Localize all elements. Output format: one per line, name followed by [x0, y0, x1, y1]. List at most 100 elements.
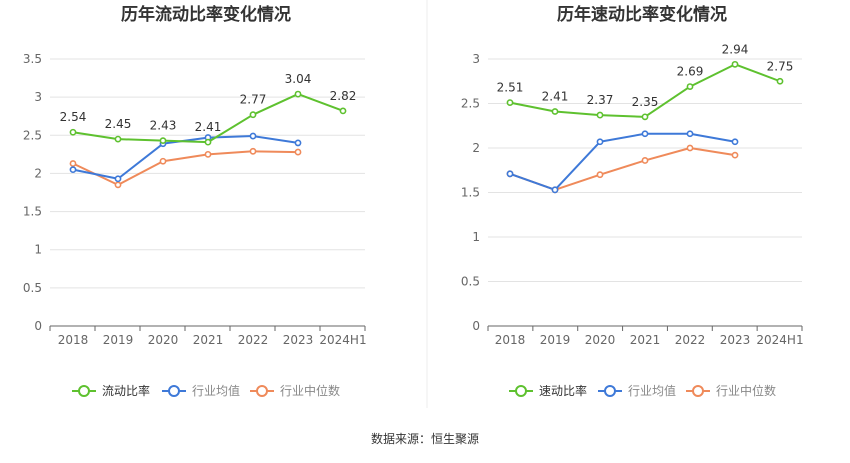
x-tick-label: 2021 — [630, 333, 661, 347]
data-point — [506, 170, 514, 178]
y-tick-label: 3 — [34, 90, 42, 104]
legend-marker-icon — [256, 385, 268, 397]
y-tick-label: 2.5 — [23, 128, 42, 142]
legend-item: 行业中位数 — [250, 383, 340, 398]
x-tick-label: 2024H1 — [319, 333, 366, 347]
legend-item: 流动比率 — [72, 383, 150, 398]
data-point — [204, 150, 212, 158]
y-tick-label: 0.5 — [461, 275, 480, 289]
legend-marker-icon — [692, 385, 704, 397]
x-tick-label: 2019 — [540, 333, 571, 347]
x-tick-label: 2021 — [193, 333, 224, 347]
data-point — [686, 130, 694, 138]
data-point — [159, 137, 167, 145]
x-tick-label: 2018 — [58, 333, 89, 347]
x-tick-label: 2020 — [148, 333, 179, 347]
data-point — [249, 147, 257, 155]
chart-panel-quick-ratio: 历年速动比率变化情况 0 0.5 1 1.5 2 2.5 3 2018 2019 2020 2021 2… — [461, 4, 804, 398]
data-label: 2.37 — [587, 93, 614, 107]
data-label: 2.94 — [722, 42, 749, 56]
chart-panel-current-ratio: 历年流动比率变化情况 0 0.5 1 1.5 2 2.5 3 3.5 2018 2019 2020 20… — [23, 4, 367, 398]
legend-marker-icon — [515, 385, 527, 397]
series-line — [509, 147, 736, 191]
series-primary: 2.54 2.45 2.43 2.41 2.77 3.04 2.82 — [60, 72, 357, 146]
legend-item: 速动比率 — [509, 383, 587, 398]
y-tick-label: 2 — [34, 166, 42, 180]
data-point — [159, 157, 167, 165]
data-point — [776, 77, 784, 85]
data-point — [596, 138, 604, 146]
legend-label: 行业均值 — [192, 383, 240, 398]
data-point — [339, 107, 347, 115]
legend-label: 流动比率 — [102, 383, 150, 398]
legend-label: 行业中位数 — [280, 383, 340, 398]
y-tick-label: 0 — [34, 319, 42, 333]
legend-label: 行业均值 — [628, 383, 676, 398]
data-label: 2.82 — [330, 89, 357, 103]
y-tick-label: 1 — [472, 230, 480, 244]
data-label: 2.77 — [240, 93, 267, 107]
legend-item: 行业均值 — [162, 383, 240, 398]
y-tick-label: 2 — [472, 141, 480, 155]
data-label: 2.54 — [60, 110, 87, 124]
x-tick-label: 2022 — [238, 333, 269, 347]
legend-marker-icon — [168, 385, 180, 397]
data-point — [69, 160, 77, 167]
series-line — [72, 150, 299, 186]
y-tick-label: 1 — [34, 243, 42, 257]
x-tick-label: 2018 — [495, 333, 526, 347]
data-point — [114, 175, 122, 183]
data-point — [294, 90, 302, 98]
x-tick-label: 2020 — [585, 333, 616, 347]
data-label: 2.45 — [105, 117, 132, 131]
data-label: 2.43 — [150, 119, 177, 133]
data-point — [596, 171, 604, 179]
data-label: 2.41 — [195, 120, 222, 134]
data-label: 2.41 — [542, 90, 569, 104]
x-tick-label: 2022 — [675, 333, 706, 347]
x-tick-label: 2023 — [283, 333, 314, 347]
data-point — [69, 128, 77, 136]
data-point — [294, 148, 302, 156]
y-tick-label: 0 — [472, 319, 480, 333]
data-label: 2.51 — [497, 81, 524, 95]
chart-title: 历年速动比率变化情况 — [557, 4, 727, 25]
data-point — [731, 60, 739, 68]
y-tick-label: 1.5 — [23, 205, 42, 219]
data-label: 2.35 — [632, 95, 659, 109]
series-primary: 2.51 2.41 2.37 2.35 2.69 2.94 2.75 — [497, 42, 794, 121]
data-point — [114, 181, 122, 189]
data-point — [69, 166, 77, 174]
data-point — [641, 113, 649, 121]
series-line — [509, 132, 736, 191]
source-note: 数据来源：恒生聚源 — [371, 431, 479, 446]
data-label: 3.04 — [285, 72, 312, 86]
data-point — [686, 83, 694, 90]
data-point — [551, 186, 559, 194]
chart-title: 历年流动比率变化情况 — [121, 4, 291, 25]
data-point — [249, 111, 257, 119]
series-industry-mean — [506, 130, 739, 194]
y-tick-label: 2.5 — [461, 97, 480, 111]
legend-marker-icon — [78, 385, 90, 397]
x-tick-label: 2023 — [720, 333, 751, 347]
data-point — [114, 135, 122, 143]
data-label: 2.75 — [767, 59, 794, 73]
y-tick-label: 0.5 — [23, 281, 42, 295]
data-point — [641, 130, 649, 138]
legend-label: 行业中位数 — [716, 383, 776, 398]
data-point — [731, 138, 739, 146]
data-point — [506, 99, 514, 107]
data-point — [641, 157, 649, 164]
x-tick-label: 2019 — [103, 333, 134, 347]
x-tick-label: 2024H1 — [756, 333, 803, 347]
legend-label: 速动比率 — [539, 383, 587, 398]
legend-item: 行业均值 — [598, 383, 676, 398]
y-tick-label: 1.5 — [461, 186, 480, 200]
data-point — [204, 138, 212, 146]
data-point — [686, 144, 694, 152]
y-tick-label: 3 — [472, 52, 480, 66]
y-tick-label: 3.5 — [23, 52, 42, 66]
